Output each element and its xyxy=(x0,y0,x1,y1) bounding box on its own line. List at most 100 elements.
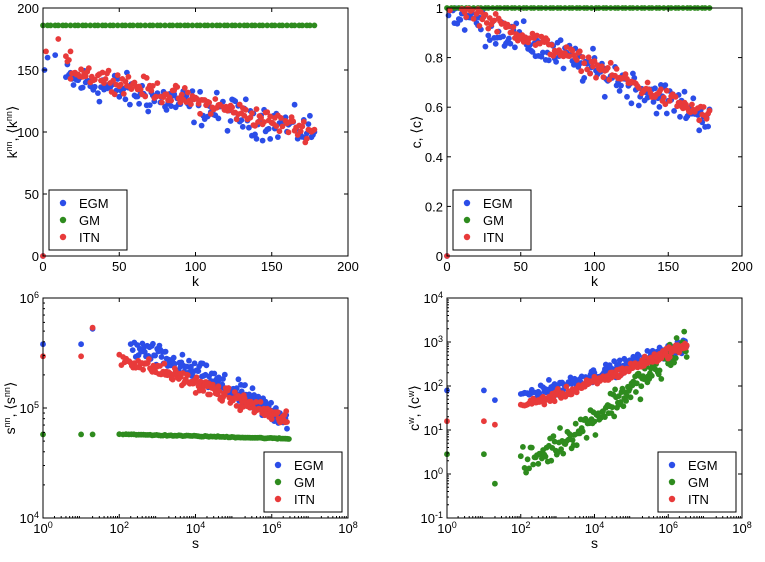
data-point xyxy=(482,43,489,50)
data-point xyxy=(290,118,296,125)
data-point xyxy=(203,362,210,369)
data-point xyxy=(130,22,136,29)
data-point xyxy=(672,355,679,361)
data-point xyxy=(660,94,667,101)
data-point xyxy=(89,431,96,438)
legend-label-gm: GM xyxy=(483,213,504,228)
legend-c: EGM GM ITN xyxy=(263,451,343,513)
data-point xyxy=(267,136,274,142)
data-point xyxy=(67,22,74,29)
data-point xyxy=(278,115,284,121)
y-tick-label: 0.2 xyxy=(425,199,443,214)
data-point xyxy=(530,461,537,468)
data-point xyxy=(635,102,642,109)
data-point xyxy=(663,87,670,94)
data-point xyxy=(110,77,117,84)
series-itn xyxy=(40,36,318,259)
x-tick-label: 50 xyxy=(514,259,528,274)
data-point xyxy=(78,341,84,348)
y-axis-label: knn, ⟨knn⟩ xyxy=(4,106,20,159)
data-point xyxy=(225,385,232,391)
data-point xyxy=(158,354,165,360)
data-point xyxy=(279,123,286,130)
y-tick-label: 0 xyxy=(32,249,39,264)
data-point xyxy=(261,119,267,125)
data-point xyxy=(43,48,49,55)
data-point xyxy=(581,75,588,81)
data-point xyxy=(186,357,192,364)
series-gm xyxy=(444,5,713,11)
x-tick-label: 102 xyxy=(511,520,530,536)
data-point xyxy=(526,35,533,42)
data-point xyxy=(284,22,290,29)
data-point xyxy=(469,7,475,13)
data-point xyxy=(485,32,492,39)
data-point xyxy=(242,96,249,103)
data-point xyxy=(485,25,492,32)
data-point xyxy=(286,436,292,442)
legend-marker-egm xyxy=(59,199,67,207)
data-point xyxy=(149,83,156,89)
data-point xyxy=(179,351,186,358)
data-point xyxy=(627,394,634,401)
data-point xyxy=(705,123,711,130)
chart-b: 0 50 100 150 200 0 0.2 0.4 0.6 0.8 1 k c, ⟨c⟩ EGM GM IT… xyxy=(408,1,753,289)
data-point xyxy=(602,414,608,420)
data-point xyxy=(523,469,529,476)
data-point xyxy=(285,129,292,136)
data-point xyxy=(509,29,515,36)
data-point xyxy=(706,107,713,114)
legend-marker-gm xyxy=(59,216,67,224)
data-point xyxy=(609,404,616,411)
y-tick-label: 1 xyxy=(436,1,443,16)
data-point xyxy=(617,399,624,405)
data-point xyxy=(189,22,196,29)
data-point xyxy=(512,44,518,51)
data-point xyxy=(194,96,200,102)
data-point xyxy=(252,131,258,138)
data-point xyxy=(542,453,549,460)
data-point xyxy=(311,22,318,29)
data-point xyxy=(221,371,228,378)
data-point xyxy=(129,347,136,353)
data-point xyxy=(592,432,599,438)
legend-label-itn: ITN xyxy=(483,230,504,245)
data-point xyxy=(126,101,133,108)
x-tick-label: 150 xyxy=(657,259,679,274)
data-point xyxy=(169,376,176,383)
data-point xyxy=(95,22,101,29)
data-point xyxy=(600,74,607,81)
y-axis-label: cw, ⟨cw⟩ xyxy=(406,385,422,431)
data-point xyxy=(506,23,512,30)
data-point xyxy=(102,76,109,82)
data-point xyxy=(233,403,240,409)
data-point xyxy=(236,393,243,400)
legend-marker-egm xyxy=(463,199,471,207)
data-point xyxy=(494,28,500,35)
data-point xyxy=(140,366,147,373)
data-point xyxy=(528,444,535,451)
y-tick-label: 104 xyxy=(20,510,39,526)
data-point xyxy=(557,425,563,431)
data-point xyxy=(568,391,575,398)
data-point xyxy=(548,457,555,464)
data-point xyxy=(283,408,290,415)
data-point xyxy=(232,22,239,29)
legend-label-egm: EGM xyxy=(294,458,324,473)
data-point xyxy=(572,420,579,427)
data-point xyxy=(648,372,655,379)
data-point xyxy=(666,354,673,360)
x-tick-label: 200 xyxy=(731,259,753,274)
x-tick-label: 100 xyxy=(33,520,52,536)
data-point xyxy=(267,113,274,120)
data-point xyxy=(529,30,536,37)
x-tick-label: 100 xyxy=(437,520,456,536)
data-point xyxy=(82,22,89,29)
data-point xyxy=(122,22,129,29)
series-gm xyxy=(40,431,292,442)
data-point xyxy=(584,66,590,73)
data-point xyxy=(174,84,181,90)
data-point xyxy=(622,71,629,78)
data-point xyxy=(236,22,243,29)
legend-label-egm: EGM xyxy=(483,196,513,211)
